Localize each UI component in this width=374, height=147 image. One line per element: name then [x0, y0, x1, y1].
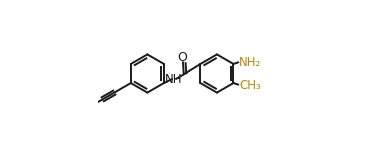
Text: NH: NH: [165, 73, 183, 86]
Text: O: O: [178, 51, 188, 64]
Text: NH₂: NH₂: [239, 56, 261, 69]
Text: CH₃: CH₃: [239, 79, 261, 92]
